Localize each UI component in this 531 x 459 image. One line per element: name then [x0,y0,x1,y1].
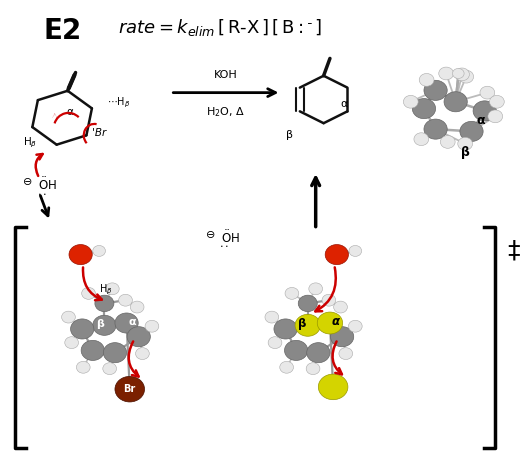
Circle shape [490,95,504,108]
Circle shape [307,342,330,363]
Circle shape [330,327,354,347]
Text: H$_\beta$: H$_\beta$ [99,283,112,297]
Circle shape [104,342,126,363]
Circle shape [145,320,159,332]
Circle shape [93,315,116,336]
Text: $\cdot\cdot$: $\cdot\cdot$ [219,241,229,251]
Text: Br: Br [124,384,136,394]
Circle shape [298,295,317,312]
Circle shape [62,311,75,323]
Circle shape [115,376,144,402]
Text: E2: E2 [43,17,81,45]
Circle shape [82,287,96,299]
Circle shape [455,68,469,81]
Circle shape [127,327,150,347]
Circle shape [404,95,418,108]
Circle shape [473,101,496,121]
Circle shape [265,311,279,323]
Circle shape [135,347,149,359]
Circle shape [118,294,132,306]
Circle shape [459,70,474,83]
Text: H$_2$O, $\Delta$: H$_2$O, $\Delta$ [207,106,245,119]
Text: $\ddot{\mathrm{O}}$H: $\ddot{\mathrm{O}}$H [38,177,57,194]
Text: $\ominus$: $\ominus$ [22,176,32,187]
Circle shape [106,283,119,295]
Text: β: β [286,130,293,140]
Circle shape [71,319,94,339]
Text: 'Br: 'Br [92,128,106,138]
Text: $\mathit{rate} = k_{\mathit{elim}}$$\,[\,\mathrm{R\text{-}X}\,]\,[\,\mathrm{B:}^: $\mathit{rate} = k_{\mathit{elim}}$$\,[\… [117,17,321,39]
Text: α: α [340,99,347,109]
Text: β: β [298,318,307,330]
Circle shape [424,80,447,101]
Text: β: β [461,146,469,159]
Circle shape [295,314,320,336]
Circle shape [280,361,294,373]
Circle shape [460,121,483,141]
Circle shape [440,135,455,148]
Text: ‡: ‡ [508,239,520,263]
Circle shape [274,319,297,339]
Circle shape [81,341,105,360]
Circle shape [93,246,106,257]
Text: α: α [477,114,485,128]
Text: H$_\beta$: H$_\beta$ [22,135,37,150]
Text: $\ominus$: $\ominus$ [205,229,215,240]
Circle shape [306,363,320,375]
Circle shape [285,287,299,299]
Circle shape [268,337,282,348]
Circle shape [115,313,138,333]
Circle shape [414,133,429,146]
Circle shape [76,361,90,373]
Circle shape [309,283,322,295]
Circle shape [318,374,348,400]
Text: KOH: KOH [214,70,238,80]
Circle shape [317,312,342,334]
Circle shape [439,67,453,80]
Circle shape [339,347,353,359]
Circle shape [95,295,114,312]
Circle shape [444,92,467,112]
Text: α: α [331,315,339,328]
Circle shape [413,99,435,118]
Circle shape [322,294,336,306]
Text: α: α [128,317,136,327]
Circle shape [419,73,434,86]
Circle shape [349,246,362,257]
Circle shape [480,86,495,99]
Circle shape [69,245,92,265]
Text: $\cdot\cdot$: $\cdot\cdot$ [37,188,47,198]
Circle shape [424,119,447,139]
Circle shape [333,301,347,313]
Circle shape [488,110,503,123]
Circle shape [348,320,362,332]
Text: $\ddot{\mathrm{O}}$H: $\ddot{\mathrm{O}}$H [221,230,240,246]
Text: β: β [96,319,104,329]
Circle shape [325,245,348,265]
Circle shape [458,137,473,150]
Circle shape [130,301,144,313]
Circle shape [65,337,79,348]
Text: α: α [66,107,73,117]
Text: $\cdots$H$_\beta$: $\cdots$H$_\beta$ [107,95,130,110]
Circle shape [285,341,308,360]
Circle shape [103,363,116,375]
Circle shape [452,68,464,78]
